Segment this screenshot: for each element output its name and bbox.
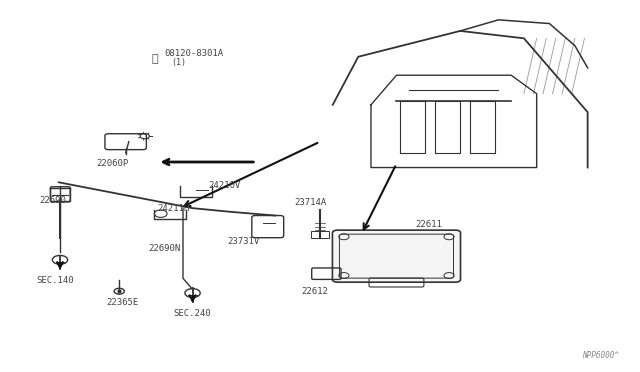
- Text: Ⓑ: Ⓑ: [151, 54, 157, 64]
- Text: 22365E: 22365E: [106, 298, 139, 307]
- Text: (1): (1): [172, 58, 186, 67]
- Text: 22611: 22611: [415, 220, 442, 229]
- Text: 23731V: 23731V: [228, 237, 260, 246]
- Text: 22690N: 22690N: [148, 244, 180, 253]
- Text: 08120-8301A: 08120-8301A: [164, 49, 223, 58]
- Text: 22690: 22690: [40, 196, 67, 205]
- Text: 24211H: 24211H: [157, 203, 189, 213]
- Text: SEC.240: SEC.240: [173, 309, 211, 318]
- Text: 22060P: 22060P: [97, 159, 129, 169]
- Text: NPP6000^: NPP6000^: [582, 351, 620, 360]
- Text: 24210V: 24210V: [209, 182, 241, 190]
- Text: 23714A: 23714A: [294, 198, 327, 207]
- Text: SEC.140: SEC.140: [36, 276, 74, 285]
- FancyBboxPatch shape: [332, 230, 461, 282]
- Text: 22612: 22612: [301, 287, 328, 296]
